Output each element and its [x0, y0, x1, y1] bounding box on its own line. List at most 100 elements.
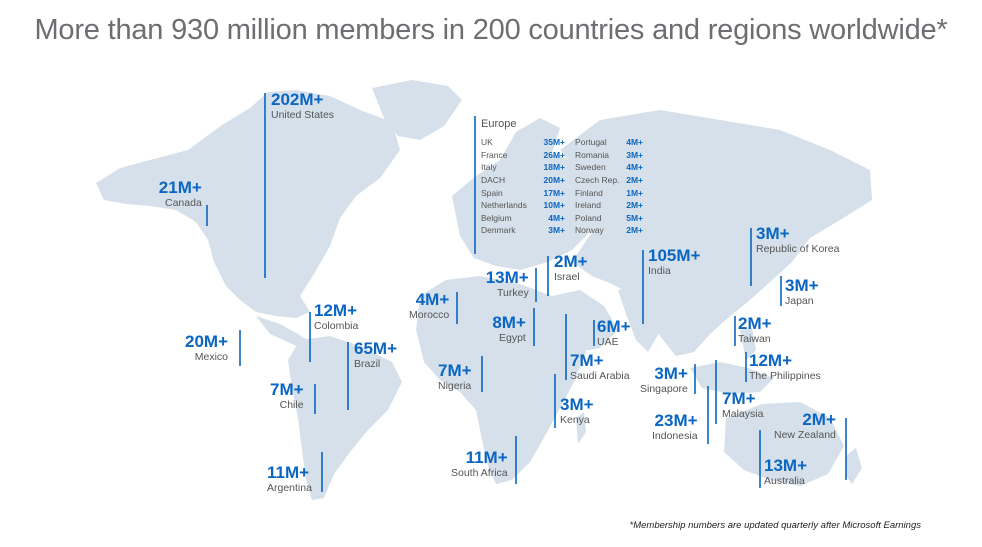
africa-landmass: [416, 276, 586, 484]
marker-philippines[interactable]: 12M+ The Philippines: [749, 351, 821, 382]
marker-nigeria[interactable]: 7M+ Nigeria: [438, 361, 472, 392]
europe-row: Netherlands 10M+: [481, 199, 575, 212]
marker-brazil[interactable]: 65M+ Brazil: [354, 339, 397, 370]
europe-count: 4M+: [626, 137, 643, 148]
country-name: Argentina: [267, 482, 312, 494]
member-count: 23M+: [654, 411, 698, 430]
australia-landmass: [724, 402, 844, 486]
madagascar-landmass: [576, 412, 586, 444]
europe-country: Norway: [575, 225, 604, 236]
marker-south-africa[interactable]: 11M+ South Africa: [451, 448, 508, 479]
member-count: 65M+: [354, 339, 397, 358]
marker-japan[interactable]: 3M+ Japan: [785, 276, 819, 307]
europe-column-1: UK 35M+ France 26M+ Italy 18M+ DACH 20M+ Spa…: [481, 136, 575, 237]
europe-count: 18M+: [543, 162, 566, 173]
europe-row: Czech Rep. 2M+: [575, 174, 643, 187]
member-count: 7M+: [722, 389, 756, 408]
marker-egypt[interactable]: 8M+ Egypt: [489, 313, 526, 344]
europe-column-2: Portugal 4M+ Romania 3M+ Sweden 4M+ Czech R…: [575, 136, 643, 237]
country-name: Colombia: [314, 320, 359, 332]
india-landmass: [618, 284, 672, 352]
europe-count: 5M+: [626, 212, 643, 223]
europe-country: Ireland: [575, 200, 601, 211]
member-count: 12M+: [314, 301, 357, 320]
member-count: 105M+: [648, 246, 701, 265]
europe-country: Sweden: [575, 162, 606, 173]
europe-count: 10M+: [543, 200, 566, 211]
south-america-landmass: [288, 336, 402, 500]
country-name: Republic of Korea: [756, 243, 840, 255]
europe-row: DACH 20M+: [481, 174, 575, 187]
page-title: More than 930 million members in 200 cou…: [34, 14, 948, 46]
country-name: Japan: [785, 295, 814, 307]
marker-taiwan[interactable]: 2M+ Taiwan: [738, 314, 772, 345]
marker-indonesia[interactable]: 23M+ Indonesia: [652, 411, 698, 442]
marker-turkey[interactable]: 13M+ Turkey: [481, 268, 529, 299]
new-zealand-landmass: [846, 448, 862, 484]
europe-country: Portugal: [575, 137, 607, 148]
north-america-landmass: [96, 90, 400, 318]
member-count: 6M+: [597, 317, 631, 336]
marker-colombia[interactable]: 12M+ Colombia: [314, 301, 358, 332]
europe-country: UK: [481, 137, 493, 148]
europe-landmass: [452, 150, 600, 270]
europe-row: Ireland 2M+: [575, 199, 643, 212]
europe-country: France: [481, 149, 508, 160]
marker-saudi[interactable]: 7M+ Saudi Arabia: [570, 351, 630, 382]
europe-country: Romania: [575, 149, 610, 160]
country-name: New Zealand: [774, 429, 836, 441]
marker-argentina[interactable]: 11M+ Argentina: [267, 463, 312, 494]
country-name: Egypt: [499, 332, 526, 344]
europe-row: Italy 18M+: [481, 161, 575, 174]
country-name: The Philippines: [749, 370, 821, 382]
marker-canada[interactable]: 21M+ Canada: [151, 178, 202, 209]
marker-korea[interactable]: 3M+ Republic of Korea: [756, 224, 839, 255]
scandinavia-landmass: [500, 118, 560, 160]
philippines-landmass: [740, 328, 756, 360]
country-name: UAE: [597, 336, 619, 348]
europe-count: 20M+: [543, 175, 566, 186]
member-count: 3M+: [756, 224, 790, 243]
member-count: 13M+: [764, 456, 807, 475]
country-name: Israel: [554, 271, 580, 283]
country-name: South Africa: [451, 467, 508, 479]
marker-malaysia[interactable]: 7M+ Malaysia: [722, 389, 763, 420]
europe-row: Finland 1M+: [575, 186, 643, 199]
europe-country: Poland: [575, 212, 602, 223]
country-name: Taiwan: [738, 333, 771, 345]
greenland-landmass: [372, 80, 462, 140]
europe-count: 2M+: [626, 225, 643, 236]
member-count: 2M+: [738, 314, 772, 333]
europe-row: Spain 17M+: [481, 186, 575, 199]
europe-row: Denmark 3M+: [481, 224, 575, 237]
marker-israel[interactable]: 2M+ Israel: [554, 252, 588, 283]
member-count: 7M+: [438, 361, 472, 380]
country-name: Brazil: [354, 358, 381, 370]
marker-morocco[interactable]: 4M+ Morocco: [409, 290, 449, 321]
europe-count: 3M+: [626, 149, 643, 160]
europe-country: Czech Rep.: [575, 175, 620, 186]
marker-new-zealand[interactable]: 2M+ New Zealand: [774, 410, 836, 441]
member-count: 3M+: [560, 395, 594, 414]
marker-australia[interactable]: 13M+ Australia: [764, 456, 807, 487]
europe-row: Poland 5M+: [575, 212, 643, 225]
marker-singapore[interactable]: 3M+ Singapore: [640, 364, 688, 395]
marker-mexico[interactable]: 20M+ Mexico: [185, 332, 228, 363]
europe-count: 2M+: [626, 175, 643, 186]
country-name: Mexico: [194, 351, 228, 363]
europe-count: 35M+: [543, 137, 566, 148]
marker-us[interactable]: 202M+ United States: [271, 90, 334, 121]
europe-row: Portugal 4M+: [575, 136, 643, 149]
marker-chile[interactable]: 7M+ Chile: [270, 380, 304, 411]
member-count: 4M+: [415, 290, 450, 309]
central-america-landmass: [256, 316, 310, 350]
europe-count: 1M+: [626, 187, 643, 198]
europe-count: 17M+: [543, 187, 566, 198]
marker-india[interactable]: 105M+ India: [648, 246, 700, 277]
marker-kenya[interactable]: 3M+ Kenya: [560, 395, 594, 426]
europe-country: DACH: [481, 175, 506, 186]
marker-uae[interactable]: 6M+ UAE: [597, 317, 631, 348]
member-count: 3M+: [785, 276, 819, 295]
